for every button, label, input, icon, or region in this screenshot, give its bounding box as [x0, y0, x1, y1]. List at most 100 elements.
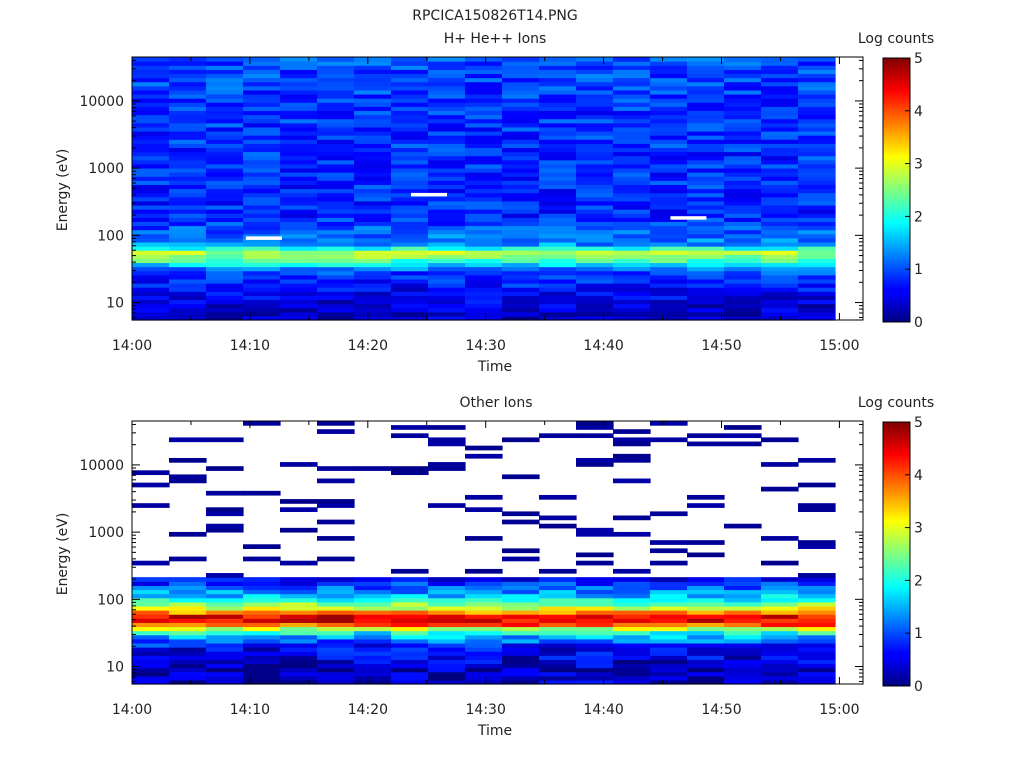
heatmap-cell	[502, 667, 540, 673]
heatmap-cell	[576, 605, 614, 611]
heatmap-cell	[206, 69, 244, 75]
heatmap-cell	[132, 291, 170, 296]
heatmap-cell	[132, 81, 170, 87]
heatmap-cell	[576, 73, 614, 79]
heatmap-cell	[613, 299, 651, 305]
heatmap-cell	[650, 540, 688, 545]
heatmap-cell	[724, 597, 762, 603]
heatmap-cell	[206, 110, 244, 116]
heatmap-cell	[169, 614, 207, 619]
heatmap-cell	[502, 122, 540, 128]
heatmap-cell	[761, 209, 799, 214]
heatmap-cell	[798, 237, 836, 243]
heatmap-cell	[391, 93, 429, 99]
heatmap-cell	[539, 110, 577, 116]
heatmap-cell	[317, 135, 355, 140]
heatmap-cell	[539, 241, 577, 247]
heatmap-cell	[428, 143, 466, 149]
heatmap-cell	[465, 118, 503, 124]
heatmap-cell	[724, 200, 762, 206]
heatmap-cell	[724, 278, 762, 284]
heatmap-cell	[502, 651, 540, 656]
heatmap-cell	[576, 204, 614, 210]
heatmap-cell	[391, 258, 429, 264]
heatmap-cell	[280, 589, 318, 595]
heatmap-cell	[687, 647, 725, 652]
heatmap-cell	[761, 196, 799, 202]
heatmap-cell	[539, 299, 577, 305]
heatmap-cell	[650, 147, 688, 153]
heatmap-cell	[687, 659, 725, 665]
heatmap-cell	[243, 110, 281, 116]
heatmap-cell	[280, 61, 318, 66]
heatmap-cell	[798, 626, 836, 632]
heatmap-cell	[169, 597, 207, 603]
heatmap-cell	[206, 130, 244, 136]
heatmap-cell	[354, 85, 392, 91]
heatmap-cell	[391, 597, 429, 603]
heatmap-cell	[391, 73, 429, 79]
heatmap-cell	[243, 167, 281, 173]
heatmap-cell	[280, 200, 318, 206]
heatmap-cell	[391, 634, 429, 640]
heatmap-cell	[502, 601, 540, 607]
heatmap-cells	[132, 421, 836, 685]
x-axis: 14:00 14:10 14:20 14:30 14:40 14:50 15:00	[112, 421, 860, 718]
heatmap-cell	[465, 659, 503, 665]
heatmap-cell	[650, 307, 688, 313]
heatmap-cell	[391, 568, 429, 574]
heatmap-cell	[465, 184, 503, 190]
heatmap-cell	[354, 213, 392, 218]
heatmap-cell	[798, 192, 836, 198]
heatmap-cell	[317, 679, 355, 685]
heatmap-cell	[539, 254, 577, 259]
heatmap-cell	[391, 605, 429, 611]
heatmap-cell	[354, 139, 392, 144]
heatmap-cell	[206, 73, 244, 79]
heatmap-cell	[206, 204, 244, 210]
heatmap-cell	[280, 217, 318, 222]
heatmap-cell	[687, 172, 725, 177]
heatmap-cell	[243, 250, 281, 255]
heatmap-cell	[243, 237, 281, 243]
heatmap-cell	[613, 614, 651, 619]
heatmap-cell	[798, 597, 836, 603]
heatmap-cell	[317, 291, 355, 296]
heatmap-cell	[280, 638, 318, 644]
heatmap-cell	[650, 601, 688, 607]
heatmap-cell	[317, 299, 355, 305]
heatmap-cell	[169, 213, 207, 218]
heatmap-cell	[243, 258, 281, 264]
heatmap-cell	[502, 77, 540, 83]
heatmap-cell	[354, 147, 392, 153]
heatmap-cell	[502, 610, 540, 615]
heatmap-cell	[280, 250, 318, 255]
heatmap-cell	[650, 638, 688, 644]
heatmap-cell	[243, 147, 281, 153]
heatmap-cell	[132, 287, 170, 292]
heatmap-cell	[206, 622, 244, 628]
heatmap-cell	[280, 98, 318, 103]
heatmap-cell	[243, 622, 281, 628]
heatmap-cell	[206, 585, 244, 591]
heatmap-cell	[354, 122, 392, 128]
heatmap-cell	[206, 147, 244, 153]
heatmap-cell	[317, 651, 355, 656]
heatmap-cell	[391, 69, 429, 75]
heatmap-cell	[539, 675, 577, 681]
heatmap-cell	[576, 180, 614, 185]
heatmap-cell	[354, 151, 392, 157]
heatmap-cell	[206, 163, 244, 169]
heatmap-cell	[576, 250, 614, 255]
heatmap-cell	[687, 577, 725, 582]
heatmap-cell	[724, 89, 762, 95]
heatmap-cell	[354, 89, 392, 95]
heatmap-cell	[465, 651, 503, 656]
heatmap-cell	[650, 647, 688, 652]
heatmap-cell	[317, 229, 355, 235]
heatmap-cell	[761, 287, 799, 292]
heatmap-cell	[761, 246, 799, 251]
heatmap-cell	[576, 299, 614, 305]
heatmap-cell	[761, 126, 799, 132]
